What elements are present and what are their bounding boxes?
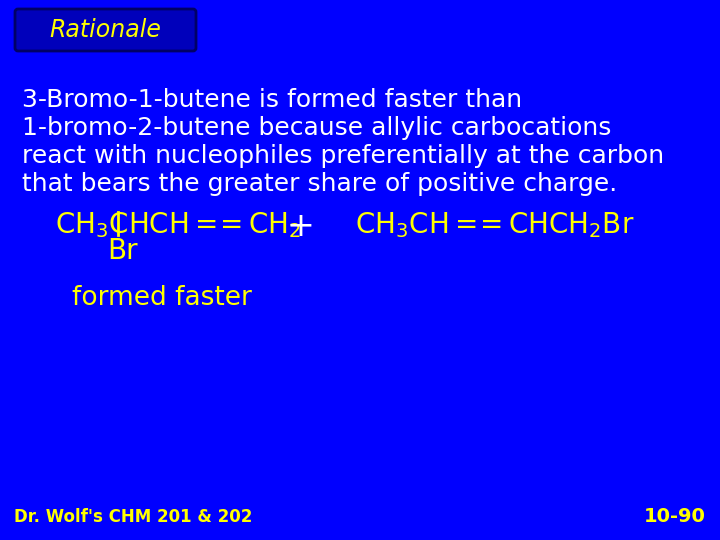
Text: that bears the greater share of positive charge.: that bears the greater share of positive… <box>22 172 617 196</box>
Text: Dr. Wolf's CHM 201 & 202: Dr. Wolf's CHM 201 & 202 <box>14 508 253 526</box>
Text: 10-90: 10-90 <box>644 507 706 526</box>
Text: $\mathsf{CH_3CHCH{=\!\!=}CH_2}$: $\mathsf{CH_3CHCH{=\!\!=}CH_2}$ <box>55 210 301 240</box>
Text: Br: Br <box>107 237 138 265</box>
Text: +: + <box>286 210 314 243</box>
Text: react with nucleophiles preferentially at the carbon: react with nucleophiles preferentially a… <box>22 144 664 168</box>
Text: 1-bromo-2-butene because allylic carbocations: 1-bromo-2-butene because allylic carboca… <box>22 116 611 140</box>
Text: $\mathsf{CH_3CH{=\!\!=}CHCH_2Br}$: $\mathsf{CH_3CH{=\!\!=}CHCH_2Br}$ <box>355 210 634 240</box>
Text: formed faster: formed faster <box>72 285 252 311</box>
Text: Rationale: Rationale <box>49 18 161 42</box>
Text: 3-Bromo-1-butene is formed faster than: 3-Bromo-1-butene is formed faster than <box>22 88 522 112</box>
FancyBboxPatch shape <box>15 9 196 51</box>
